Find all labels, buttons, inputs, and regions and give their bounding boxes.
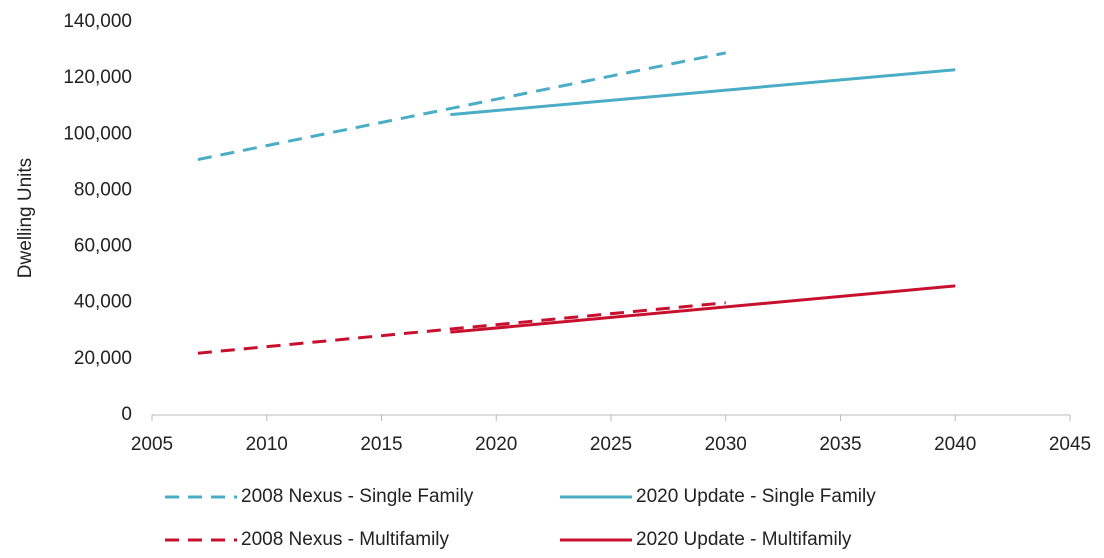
y-tick-label: 80,000 — [74, 179, 132, 200]
y-tick-label: 20,000 — [74, 348, 132, 369]
series-line — [197, 51, 727, 162]
legend-label: 2008 Nexus - Multifamily — [241, 529, 450, 550]
x-tick-label: 2020 — [475, 434, 517, 455]
series-line — [450, 68, 956, 117]
legend-label: 2020 Update - Single Family — [636, 486, 876, 507]
x-tick-label: 2010 — [246, 434, 288, 455]
series-line — [197, 301, 726, 355]
x-tick-label: 2045 — [1049, 434, 1091, 455]
y-axis-label: Dwelling Units — [15, 158, 36, 278]
x-tick-label: 2005 — [131, 434, 173, 455]
legend-label: 2008 Nexus - Single Family — [241, 486, 474, 507]
x-tick-label: 2030 — [705, 434, 747, 455]
y-tick-label: 140,000 — [63, 11, 132, 32]
x-tick-label: 2035 — [819, 434, 861, 455]
series-line — [450, 284, 956, 334]
x-tick-label: 2015 — [360, 434, 402, 455]
y-tick-label: 120,000 — [63, 67, 132, 88]
x-tick-label: 2040 — [934, 434, 976, 455]
y-tick-label: 60,000 — [74, 236, 132, 257]
y-tick-label: 40,000 — [74, 292, 132, 313]
y-tick-label: 100,000 — [63, 123, 132, 144]
y-tick-label: 0 — [121, 404, 132, 425]
x-tick-label: 2025 — [590, 434, 632, 455]
legend-label: 2020 Update - Multifamily — [636, 529, 852, 550]
